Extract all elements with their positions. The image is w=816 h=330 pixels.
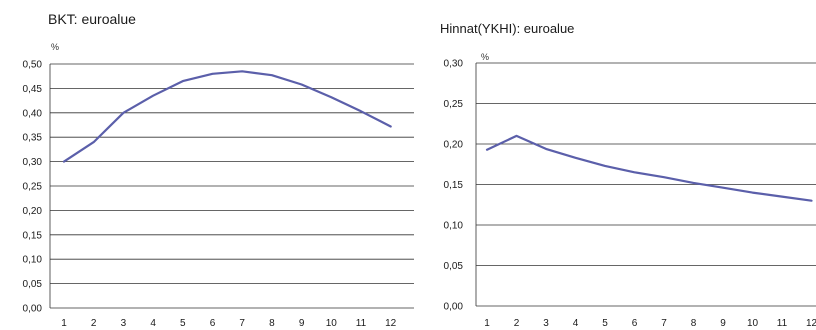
x-tick-label: 5 bbox=[180, 318, 186, 329]
x-tick-label: 8 bbox=[691, 318, 697, 329]
y-tick-label: 0,25 bbox=[444, 99, 464, 110]
x-tick-label: 9 bbox=[299, 318, 305, 329]
x-tick-label: 9 bbox=[720, 318, 726, 329]
x-tick-label: 6 bbox=[632, 318, 638, 329]
x-tick-label: 6 bbox=[210, 318, 216, 329]
y-tick-label: 0,05 bbox=[444, 261, 464, 272]
y-tick-label: 0,10 bbox=[444, 221, 464, 232]
x-tick-label: 7 bbox=[661, 318, 667, 329]
y-tick-label: 0,15 bbox=[444, 180, 464, 191]
chart-prices-hicp-euro-area: Hinnat(YKHI): euroalue % 0,00 0,05 0,10 0,1… bbox=[440, 21, 816, 329]
y-tick-label: 0,00 bbox=[23, 304, 43, 315]
y-tick-label: 0,00 bbox=[444, 302, 464, 313]
y-tick-label: 0,20 bbox=[23, 206, 43, 217]
unit-label: % bbox=[481, 52, 489, 62]
x-tick-label: 3 bbox=[121, 318, 127, 329]
x-tick-label: 5 bbox=[602, 318, 608, 329]
x-tick-label: 11 bbox=[356, 318, 367, 329]
chart-title: Hinnat(YKHI): euroalue bbox=[440, 21, 574, 36]
x-tick-label: 2 bbox=[91, 318, 97, 329]
x-tick-label: 12 bbox=[385, 318, 397, 329]
x-tick-label: 4 bbox=[150, 318, 156, 329]
unit-label: % bbox=[51, 42, 59, 52]
y-tick-label: 0,30 bbox=[23, 157, 43, 168]
x-tick-label: 10 bbox=[747, 318, 759, 329]
y-tick-label: 0,45 bbox=[23, 84, 43, 95]
y-tick-label: 0,20 bbox=[444, 140, 464, 151]
y-tick-label: 0,35 bbox=[23, 133, 43, 144]
x-tick-label: 1 bbox=[61, 318, 67, 329]
x-tick-label: 3 bbox=[543, 318, 549, 329]
x-tick-label: 2 bbox=[514, 318, 520, 329]
x-tick-label: 12 bbox=[806, 318, 816, 329]
x-tick-label: 8 bbox=[269, 318, 275, 329]
y-tick-label: 0,40 bbox=[23, 108, 43, 119]
y-tick-label: 0,10 bbox=[23, 255, 43, 266]
y-tick-label: 0,50 bbox=[23, 60, 43, 71]
x-tick-label: 7 bbox=[239, 318, 245, 329]
series-line bbox=[62, 70, 392, 163]
y-tick-label: 0,30 bbox=[444, 59, 464, 70]
x-tick-label: 10 bbox=[326, 318, 338, 329]
y-tick-label: 0,25 bbox=[23, 182, 43, 193]
series-line bbox=[485, 134, 813, 202]
chart-title: BKT: euroalue bbox=[48, 11, 136, 27]
y-tick-label: 0,15 bbox=[23, 230, 43, 241]
x-tick-label: 11 bbox=[777, 318, 788, 329]
x-tick-label: 4 bbox=[573, 318, 579, 329]
chart-gdp-euro-area: BKT: euroalue % 0,00 0,05 0,10 0,15 0,20 0,25… bbox=[23, 11, 414, 329]
y-tick-label: 0,05 bbox=[23, 279, 43, 290]
x-tick-label: 1 bbox=[484, 318, 490, 329]
